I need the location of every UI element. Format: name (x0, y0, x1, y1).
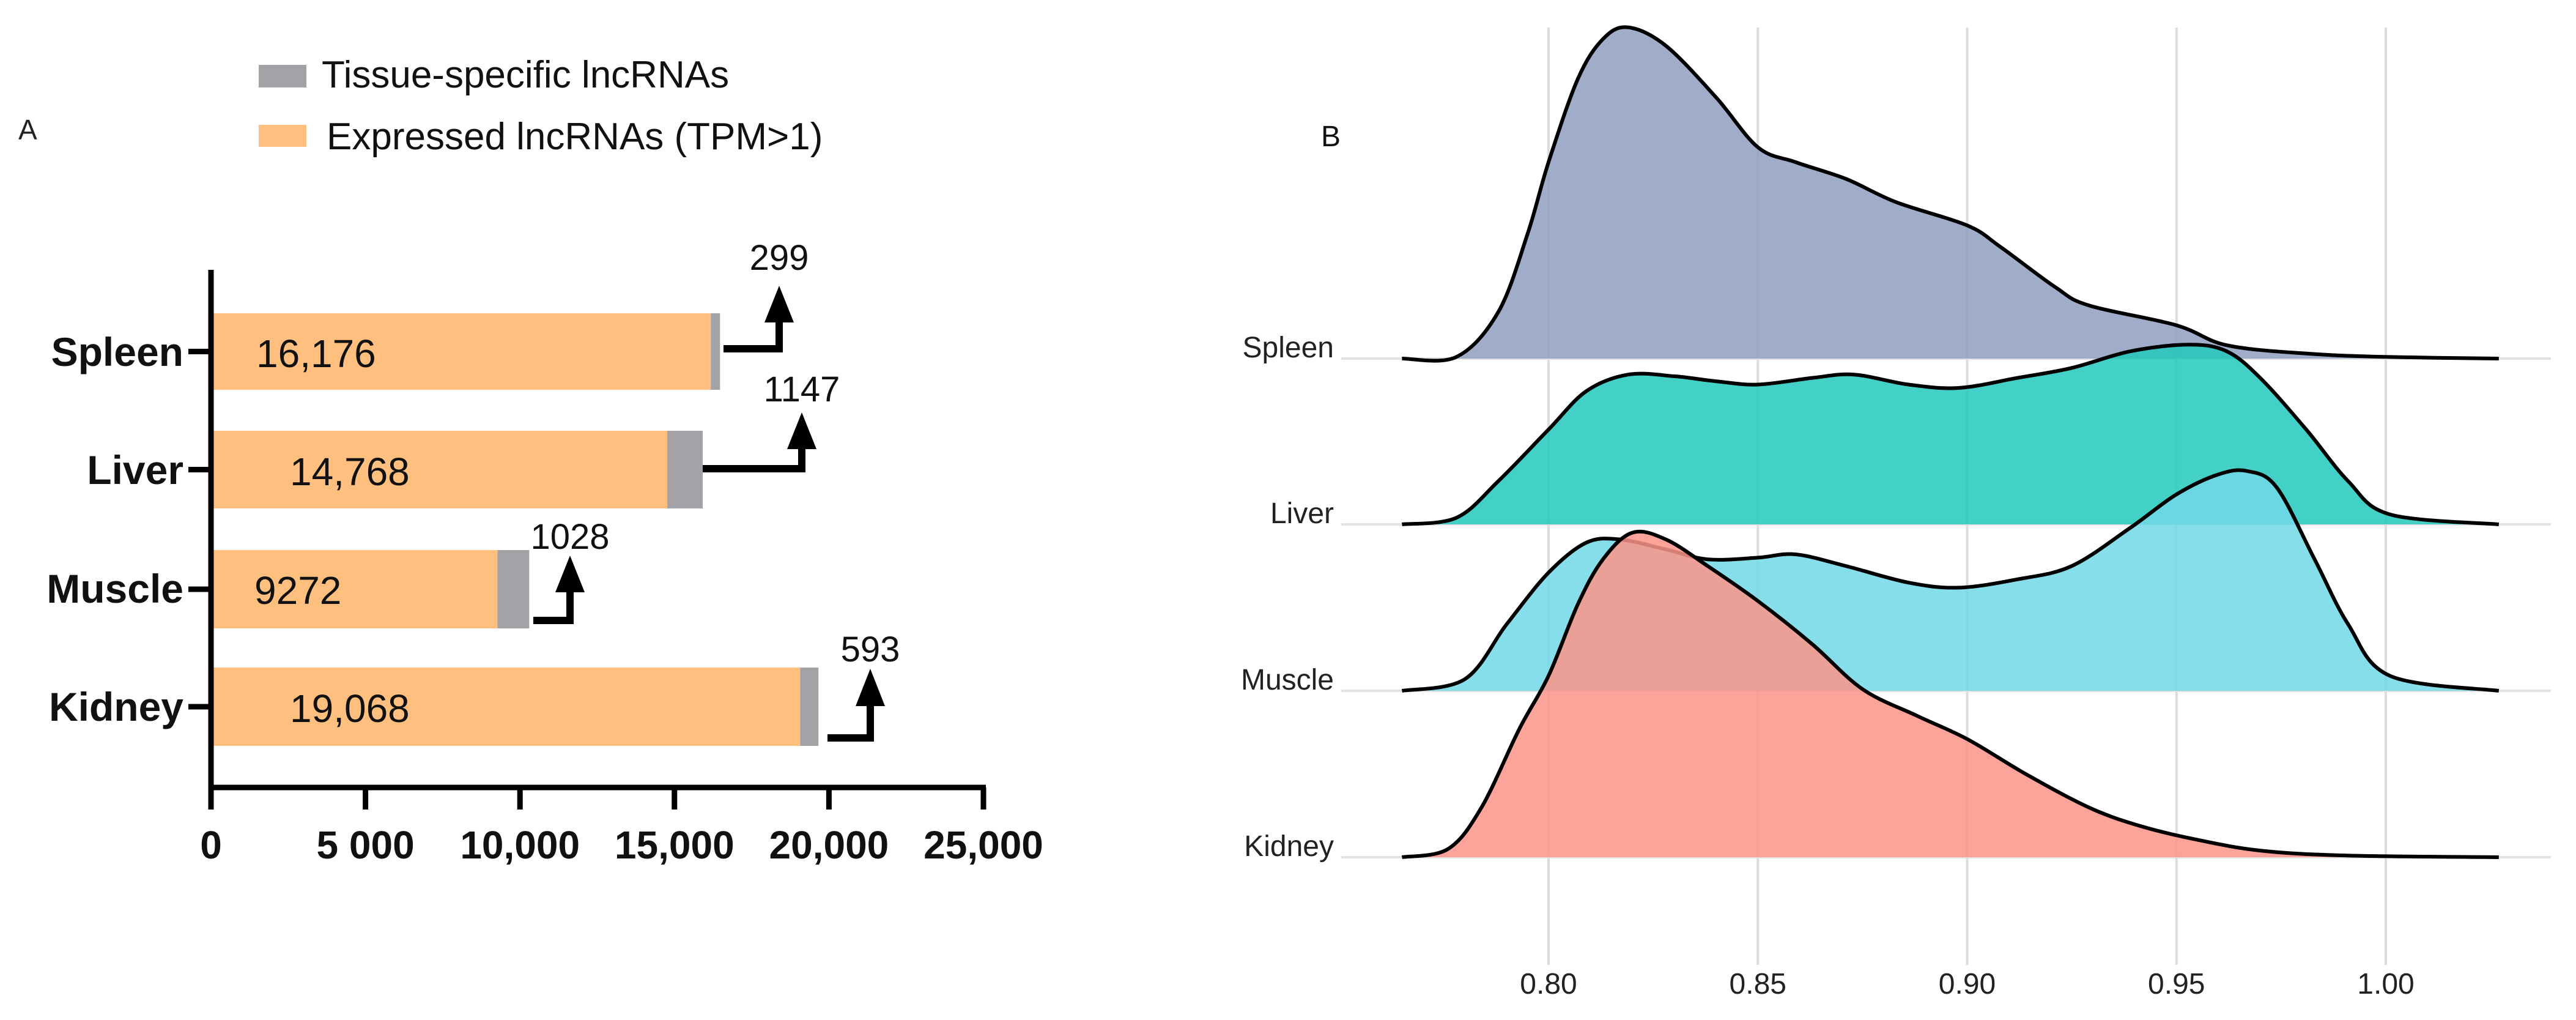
ridge-area-spleen (1402, 27, 2499, 361)
x-tick-label: 15,000 (615, 823, 735, 867)
callout-arrow (724, 321, 783, 352)
tissue-specific-count-label: 299 (750, 238, 809, 278)
ridge-label: Spleen (1243, 332, 1334, 364)
category-label: Muscle (46, 566, 183, 611)
x-tick-label: 0.90 (1939, 968, 1996, 1000)
bar-expressed-liver (213, 431, 668, 508)
x-tick-label: 25,000 (923, 823, 1043, 867)
panel-label-a: A (18, 114, 37, 146)
ridges: Spleen Liver Muscle Kidney (1241, 25, 2500, 863)
ridge-outline-spleen (1402, 25, 2499, 363)
x-tick-label: 0.95 (2148, 968, 2205, 1000)
category-label: Spleen (51, 329, 183, 374)
bar-expressed-muscle (213, 550, 498, 628)
ridge-area-kidney (1402, 531, 2499, 857)
bar-tissue-specific-liver (667, 431, 703, 508)
bar-value-label: 9272 (254, 568, 341, 612)
ridge-label: Muscle (1241, 664, 1334, 696)
x-tick-label: 0.80 (1520, 968, 1577, 1000)
category-label: Kidney (49, 684, 183, 729)
arrowhead-icon (856, 669, 885, 706)
bar-tissue-specific-muscle (497, 550, 530, 628)
panel-b-ridgeline-chart: 0.80 0.85 0.90 0.95 1.00 Spleen Liver Muscle Ki… (1241, 25, 2551, 1000)
tissue-specific-count-label: 593 (841, 630, 900, 669)
category-label: Liver (87, 447, 183, 493)
callout-arrow (827, 705, 874, 742)
ridge-outline-kidney (1401, 529, 2499, 859)
x-tick-label: 10,000 (460, 823, 580, 867)
arrowhead-icon (555, 556, 585, 592)
bar-expressed-spleen (213, 313, 711, 390)
x-tick-label: 20,000 (769, 823, 889, 867)
legend-label-tissue-specific: Tissue-specific lncRNAs (322, 54, 729, 96)
ridge-label: Liver (1270, 497, 1334, 530)
bar-value-label: 19,068 (290, 687, 410, 731)
x-ticks: 0 5 000 10,000 15,000 20,000 25,000 (200, 787, 1043, 867)
x-tick-label: 5 000 (317, 823, 415, 867)
arrowhead-icon (764, 286, 794, 322)
legend-swatch-tissue-specific (259, 65, 306, 87)
legend-swatch-expressed (259, 125, 306, 147)
ridge-outline-muscle (1401, 468, 2500, 693)
legend-label-expressed: Expressed lncRNAs (TPM>1) (327, 116, 823, 158)
tissue-specific-count-label: 1028 (530, 517, 609, 557)
bar-tissue-specific-kidney (800, 668, 819, 746)
x-tick-label: 0 (200, 823, 222, 867)
x-tick-label: 0.85 (1730, 968, 1786, 1000)
bar-tissue-specific-spleen (711, 313, 720, 390)
bars: Spleen 16,176 299 Liver 14,768 1147 Muscle 9272… (46, 238, 900, 746)
x-tick-label: 1.00 (2357, 968, 2414, 1000)
panel-label-b: B (1321, 121, 1341, 153)
callout-arrow (533, 591, 574, 624)
arrowhead-icon (787, 412, 816, 449)
bar-expressed-kidney (213, 668, 801, 746)
ridge-area-liver (1402, 344, 2499, 524)
panel-a-bar-chart: A Tissue-specific lncRNAs Expressed lncR… (18, 54, 1043, 867)
tissue-specific-count-label: 1147 (764, 370, 840, 409)
callout-arrow (703, 448, 805, 472)
ridge-outline-liver (1402, 343, 2500, 526)
bar-value-label: 14,768 (290, 450, 410, 494)
ridge-label: Kidney (1244, 830, 1334, 863)
bar-value-label: 16,176 (256, 332, 376, 376)
legend: Tissue-specific lncRNAs Expressed lncRNA… (259, 54, 823, 158)
